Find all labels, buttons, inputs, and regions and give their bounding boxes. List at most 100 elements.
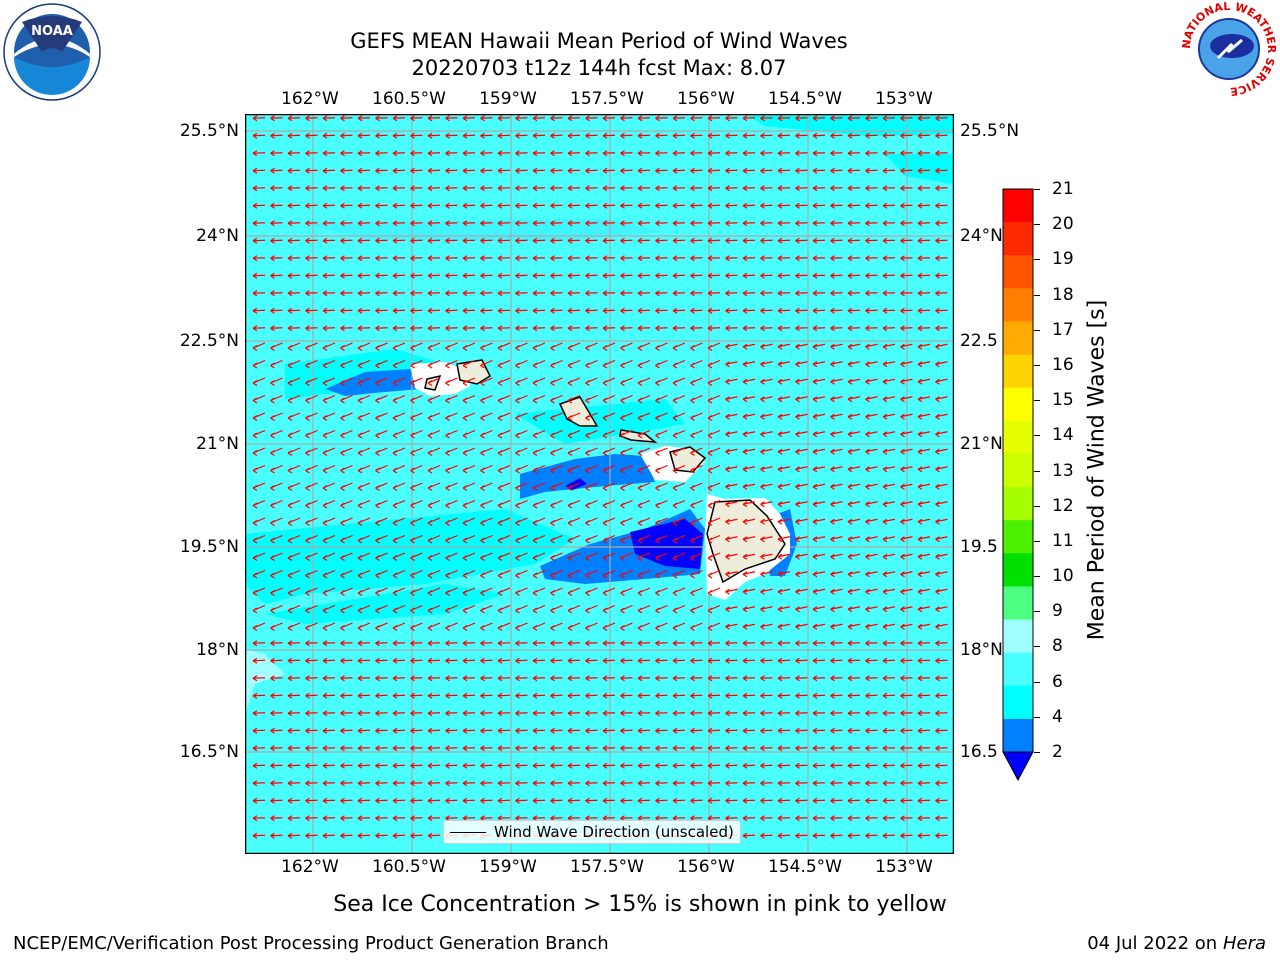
direction-arrow xyxy=(830,815,843,822)
direction-arrow xyxy=(567,132,581,139)
direction-arrow xyxy=(252,482,266,492)
direction-arrow xyxy=(900,202,913,209)
direction-arrow xyxy=(620,377,633,387)
direction-arrow xyxy=(585,377,598,387)
direction-arrow xyxy=(515,569,528,579)
direction-arrow xyxy=(882,501,896,508)
direction-arrow xyxy=(830,115,843,122)
direction-arrow xyxy=(742,815,756,822)
direction-arrow xyxy=(795,237,808,244)
direction-arrow xyxy=(567,604,581,614)
direction-arrow xyxy=(935,832,948,839)
direction-arrow xyxy=(620,359,633,369)
direction-arrow xyxy=(672,727,686,734)
direction-arrow xyxy=(497,622,511,632)
direction-arrow xyxy=(672,517,686,527)
direction-arrow xyxy=(620,692,633,699)
direction-arrow xyxy=(480,552,493,562)
direction-arrow xyxy=(917,657,931,664)
direction-arrow xyxy=(795,780,808,787)
direction-arrow xyxy=(602,797,616,804)
lat-tick-right: 19.5 xyxy=(960,537,998,557)
direction-arrow xyxy=(550,377,563,387)
direction-arrow xyxy=(462,622,476,632)
direction-arrow xyxy=(445,377,458,387)
direction-arrow xyxy=(882,571,896,578)
direction-arrow xyxy=(252,569,266,579)
direction-arrow xyxy=(620,394,633,404)
direction-arrow xyxy=(427,272,441,279)
direction-arrow xyxy=(725,501,738,508)
direction-arrow xyxy=(602,167,616,174)
direction-arrow xyxy=(917,640,931,647)
direction-arrow xyxy=(917,185,931,192)
colorbar-cell xyxy=(1003,553,1033,587)
direction-arrow xyxy=(480,447,493,457)
colorbar-tick-mark xyxy=(1034,364,1040,366)
direction-arrow xyxy=(340,359,353,369)
direction-arrow xyxy=(305,552,318,562)
direction-arrow xyxy=(707,464,721,474)
direction-arrow xyxy=(742,378,756,385)
colorbar-tick-mark xyxy=(1034,716,1040,718)
direction-arrow xyxy=(585,640,598,647)
direction-arrow xyxy=(620,604,633,614)
direction-arrow xyxy=(637,745,651,752)
direction-arrow xyxy=(795,657,808,664)
direction-arrow xyxy=(340,622,353,632)
direction-arrow xyxy=(847,692,861,699)
direction-arrow xyxy=(672,429,686,439)
direction-arrow xyxy=(917,343,931,350)
direction-arrow xyxy=(655,447,668,457)
direction-arrow xyxy=(935,710,948,717)
direction-arrow xyxy=(567,780,581,787)
direction-arrow xyxy=(567,290,581,297)
direction-arrow xyxy=(830,745,843,752)
direction-arrow xyxy=(725,588,738,595)
direction-arrow xyxy=(357,115,371,122)
direction-arrow xyxy=(655,780,668,787)
direction-arrow xyxy=(375,272,388,279)
direction-arrow xyxy=(847,606,861,613)
direction-arrow xyxy=(497,534,511,544)
direction-arrow xyxy=(392,534,406,544)
direction-arrow xyxy=(707,447,721,457)
direction-arrow xyxy=(690,342,703,352)
direction-arrow xyxy=(882,483,896,490)
direction-arrow xyxy=(742,255,756,262)
lon-tick-top: 160.5°W xyxy=(372,89,446,109)
direction-arrow xyxy=(900,220,913,227)
direction-arrow xyxy=(602,429,616,439)
direction-arrow xyxy=(305,167,318,174)
direction-arrow xyxy=(935,255,948,262)
direction-arrow xyxy=(392,622,406,632)
direction-arrow xyxy=(305,220,318,227)
direction-arrow xyxy=(340,272,353,279)
direction-arrow xyxy=(427,167,441,174)
direction-arrow xyxy=(690,167,703,174)
direction-arrow xyxy=(270,115,283,122)
direction-arrow xyxy=(270,640,283,647)
direction-arrow xyxy=(777,255,791,262)
colorbar-cell xyxy=(1003,619,1033,654)
direction-arrow xyxy=(760,413,773,420)
direction-arrow xyxy=(445,552,458,562)
direction-arrow xyxy=(847,518,861,525)
direction-arrow xyxy=(830,501,843,508)
direction-arrow xyxy=(585,237,598,244)
colorbar-under-triangle xyxy=(1002,751,1034,782)
direction-arrow xyxy=(882,606,896,613)
direction-arrow xyxy=(532,657,546,664)
direction-arrow xyxy=(375,534,388,544)
direction-arrow xyxy=(637,115,651,122)
colorbar-tick-mark xyxy=(1034,400,1040,402)
direction-arrow xyxy=(795,325,808,332)
direction-arrow xyxy=(340,447,353,457)
direction-arrow xyxy=(812,762,826,769)
direction-arrow xyxy=(690,115,703,122)
direction-arrow xyxy=(830,762,843,769)
direction-arrow xyxy=(287,412,301,422)
direction-arrow xyxy=(725,290,738,297)
direction-arrow xyxy=(672,202,686,209)
direction-arrow xyxy=(567,464,581,474)
